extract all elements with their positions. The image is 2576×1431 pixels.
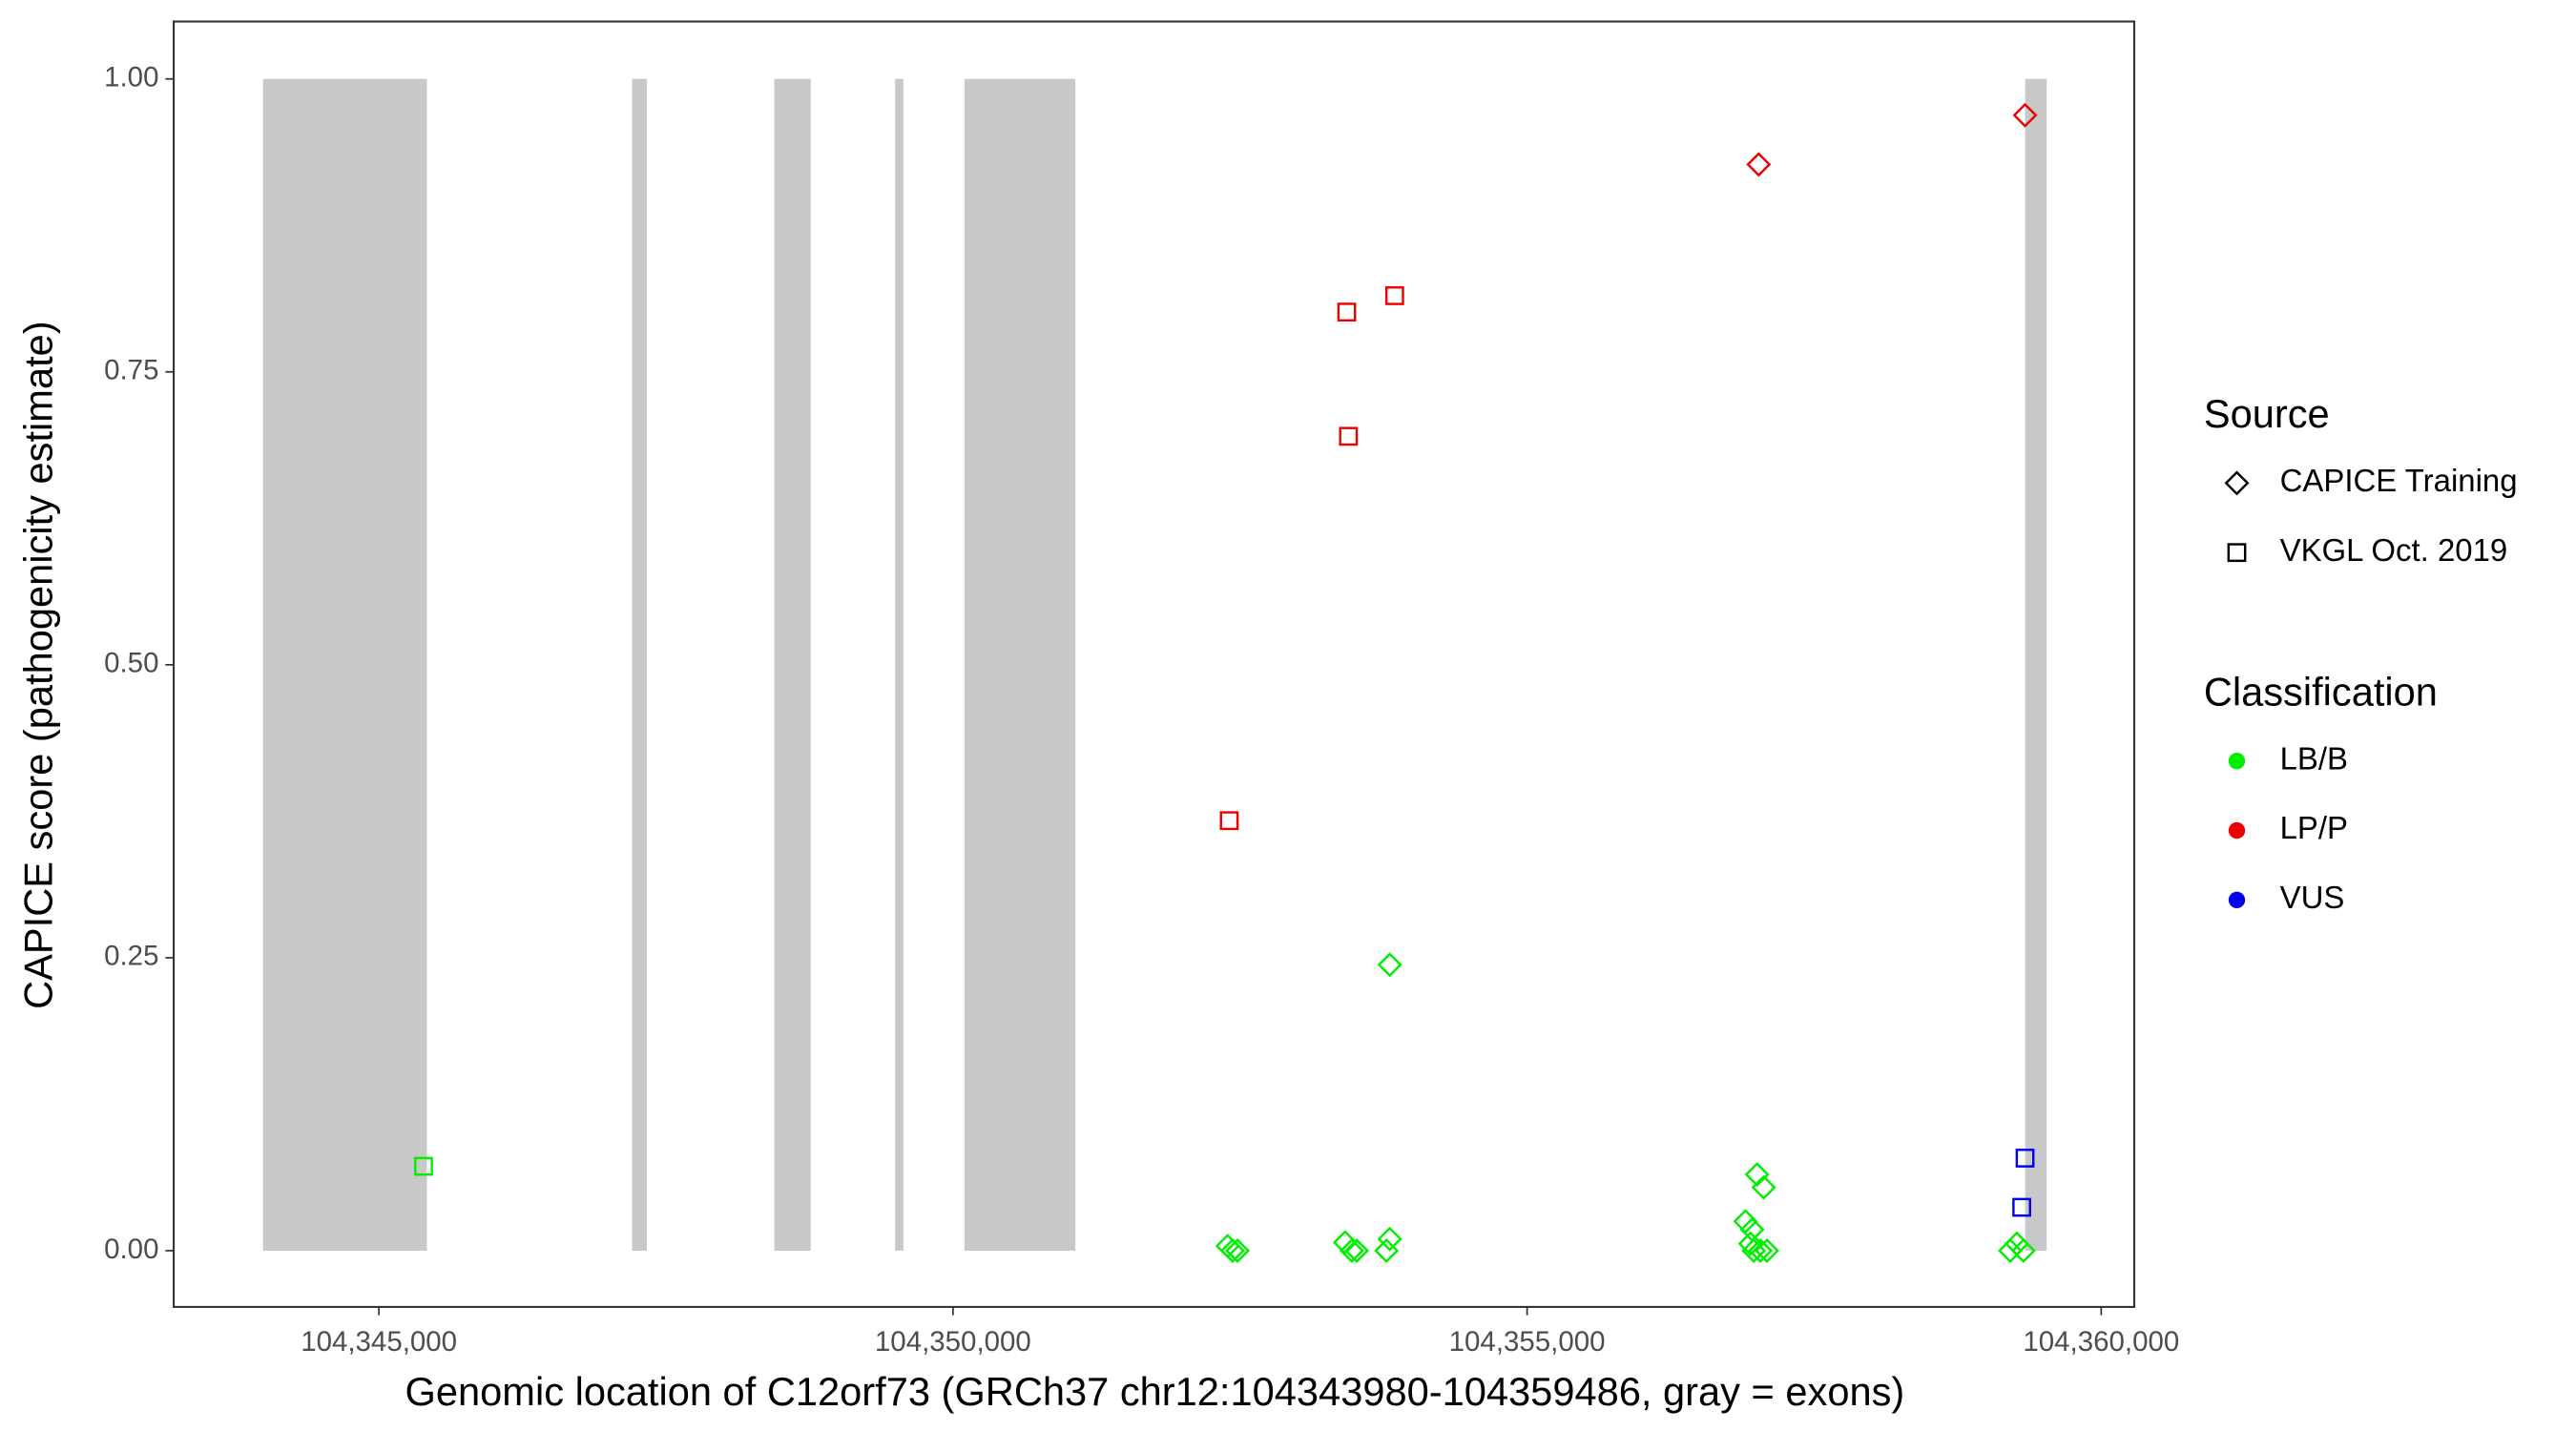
exon [965, 78, 1076, 1251]
exon [262, 78, 427, 1251]
x-axis-title: Genomic location of C12orf73 (GRCh37 chr… [405, 1369, 1905, 1414]
point [1748, 1237, 1774, 1263]
y-tick-label: 0.75 [104, 355, 158, 386]
point [1746, 152, 1772, 177]
legend-title: Classification [2204, 669, 2438, 714]
point [1219, 811, 1239, 831]
y-tick-label: 0.50 [104, 648, 158, 679]
point [1344, 1237, 1369, 1263]
legend-label: CAPICE Training [2280, 463, 2518, 498]
point [1733, 1209, 1758, 1234]
y-axis-title: CAPICE score (pathogenicity estimate) [15, 321, 60, 1009]
point [1384, 286, 1404, 305]
point [2010, 1237, 2036, 1263]
point [2012, 1197, 2031, 1217]
legend-symbol [2228, 821, 2246, 840]
point [1737, 1231, 1763, 1256]
y-tick-label: 1.00 [104, 62, 158, 93]
point [1219, 1237, 1245, 1263]
legend-symbol [2227, 543, 2247, 563]
point [1339, 426, 1359, 446]
exon [2025, 78, 2047, 1251]
legend-label: VUS [2280, 880, 2345, 915]
point [414, 1156, 433, 1176]
point [1339, 1237, 1364, 1263]
point [2015, 1149, 2035, 1168]
point [1751, 1174, 1776, 1200]
legend-symbol [2228, 891, 2246, 909]
point [1755, 1237, 1779, 1263]
point [1337, 302, 1357, 322]
point [2004, 1231, 2029, 1256]
point [1225, 1237, 1251, 1263]
point [2012, 102, 2038, 128]
y-tick-label: 0.25 [104, 941, 158, 972]
point [1744, 1162, 1770, 1188]
legend-label: VKGL Oct. 2019 [2280, 532, 2508, 568]
x-tick-label: 104,350,000 [875, 1326, 1031, 1358]
legend-title: Source [2204, 391, 2330, 436]
legend-label: LP/P [2280, 810, 2348, 845]
legend-symbol [2224, 470, 2250, 496]
exon [774, 78, 811, 1251]
x-tick-label: 104,355,000 [1449, 1326, 1606, 1358]
point [1377, 952, 1402, 978]
plot-border [173, 20, 2136, 1308]
x-tick-label: 104,360,000 [2023, 1326, 2179, 1358]
y-tick-label: 0.00 [104, 1234, 158, 1265]
point [1377, 1226, 1402, 1252]
legend-symbol [2228, 753, 2246, 770]
exon [632, 78, 648, 1251]
exon [895, 78, 904, 1251]
legend-label: LB/B [2280, 740, 2348, 776]
point [1374, 1237, 1400, 1263]
x-tick-label: 104,345,000 [301, 1326, 457, 1358]
point [1998, 1237, 2024, 1263]
